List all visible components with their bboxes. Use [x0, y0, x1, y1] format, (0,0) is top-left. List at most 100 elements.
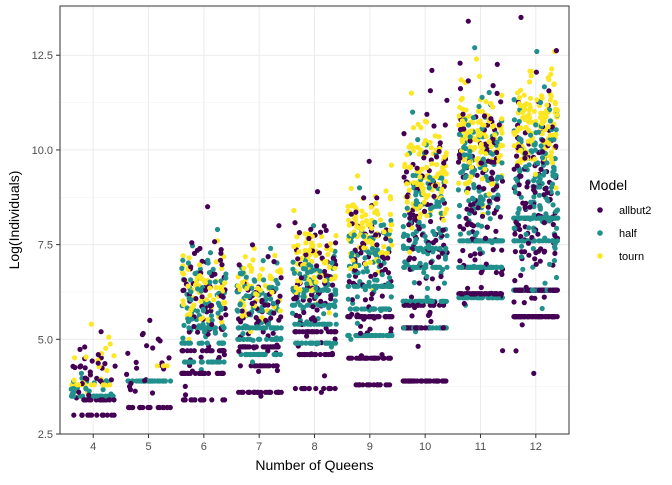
point-half — [363, 283, 369, 289]
point-tourn — [479, 122, 486, 128]
point-allbut2 — [307, 297, 313, 303]
point-half — [476, 103, 482, 110]
point-half — [401, 264, 407, 270]
point-half — [550, 202, 556, 208]
point-half — [537, 99, 544, 106]
point-half — [404, 233, 411, 239]
point-allbut2 — [218, 293, 224, 299]
point-half — [456, 214, 462, 220]
point-half — [326, 340, 333, 346]
point-half — [551, 137, 557, 143]
point-tourn — [104, 367, 110, 374]
point-half — [304, 319, 310, 325]
point-tourn — [354, 173, 361, 179]
point-tourn — [499, 116, 505, 122]
legend-key-allbut2 — [597, 207, 603, 213]
point-half — [554, 225, 560, 231]
point-half — [377, 332, 383, 339]
point-tourn — [204, 297, 210, 303]
point-half — [436, 225, 442, 232]
point-tourn — [259, 266, 265, 272]
point-tourn — [527, 102, 533, 108]
point-tourn — [490, 123, 496, 129]
point-tourn — [360, 220, 366, 226]
point-allbut2 — [415, 343, 421, 349]
y-tick-label: 7.5 — [38, 240, 53, 252]
point-allbut2 — [427, 88, 433, 94]
point-half — [402, 259, 408, 265]
point-half — [523, 231, 529, 237]
point-half — [427, 325, 434, 331]
x-tick-label: 8 — [311, 441, 317, 453]
point-half — [520, 266, 526, 272]
point-allbut2 — [212, 239, 218, 245]
point-allbut2 — [429, 276, 435, 282]
point-half — [215, 300, 221, 306]
point-tourn — [363, 218, 370, 224]
point-allbut2 — [464, 222, 470, 228]
point-half — [385, 280, 391, 286]
point-half — [235, 308, 241, 314]
point-half — [411, 264, 417, 270]
point-tourn — [479, 176, 485, 182]
point-allbut2 — [149, 390, 156, 396]
point-half — [195, 286, 201, 292]
point-allbut2 — [201, 397, 207, 403]
point-allbut2 — [544, 190, 551, 196]
point-allbut2 — [323, 227, 329, 233]
point-allbut2 — [414, 165, 420, 171]
point-allbut2 — [257, 363, 263, 369]
point-half — [546, 238, 552, 244]
point-half — [188, 277, 194, 283]
point-tourn — [352, 216, 358, 223]
point-tourn — [522, 116, 528, 123]
point-half — [260, 258, 266, 264]
point-allbut2 — [370, 355, 376, 361]
point-allbut2 — [517, 226, 523, 233]
point-allbut2 — [150, 345, 156, 351]
point-half — [188, 297, 194, 303]
point-tourn — [319, 233, 325, 240]
point-tourn — [222, 280, 228, 286]
point-half — [466, 198, 472, 204]
point-half — [415, 137, 421, 143]
point-allbut2 — [353, 209, 359, 215]
point-half — [486, 295, 492, 301]
point-allbut2 — [546, 88, 552, 94]
point-allbut2 — [432, 183, 438, 189]
point-allbut2 — [533, 69, 540, 75]
point-allbut2 — [488, 116, 494, 122]
point-half — [521, 215, 527, 221]
point-half — [316, 321, 322, 327]
point-tourn — [253, 291, 259, 297]
point-allbut2 — [473, 291, 479, 297]
point-tourn — [414, 206, 420, 212]
point-half — [512, 189, 519, 195]
point-allbut2 — [263, 317, 269, 323]
point-half — [366, 279, 372, 285]
point-half — [134, 378, 140, 384]
point-half — [185, 316, 191, 322]
point-allbut2 — [77, 346, 83, 352]
point-half — [204, 340, 210, 346]
point-allbut2 — [186, 329, 192, 335]
point-allbut2 — [266, 363, 272, 369]
point-half — [444, 264, 450, 270]
point-half — [354, 332, 360, 339]
point-tourn — [367, 221, 373, 227]
point-allbut2 — [184, 348, 190, 354]
point-half — [523, 164, 529, 170]
point-allbut2 — [511, 166, 517, 172]
point-half — [426, 242, 432, 248]
point-half — [470, 115, 477, 121]
point-tourn — [402, 161, 408, 167]
point-half — [103, 378, 109, 384]
point-tourn — [436, 134, 442, 140]
point-half — [100, 387, 106, 393]
point-half — [185, 260, 191, 266]
point-half — [313, 294, 319, 300]
point-tourn — [416, 151, 422, 157]
point-allbut2 — [265, 348, 271, 354]
point-allbut2 — [465, 78, 471, 84]
